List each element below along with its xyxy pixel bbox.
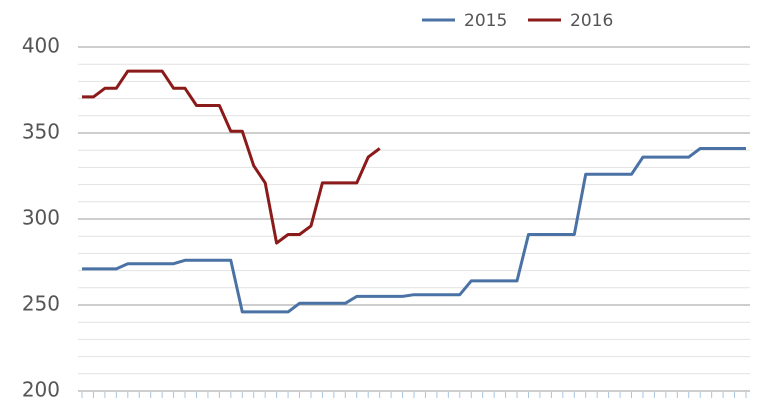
- series-line: [82, 147, 746, 314]
- legend-label: 2016: [570, 11, 613, 31]
- y-tick-label: 250: [22, 292, 60, 316]
- series-line: [82, 69, 381, 245]
- legend-label: 2015: [464, 11, 507, 31]
- y-tick-label: 350: [22, 120, 60, 144]
- y-tick-label: 300: [22, 206, 60, 230]
- y-tick-label: 200: [22, 378, 60, 402]
- y-tick-label: 400: [22, 34, 60, 58]
